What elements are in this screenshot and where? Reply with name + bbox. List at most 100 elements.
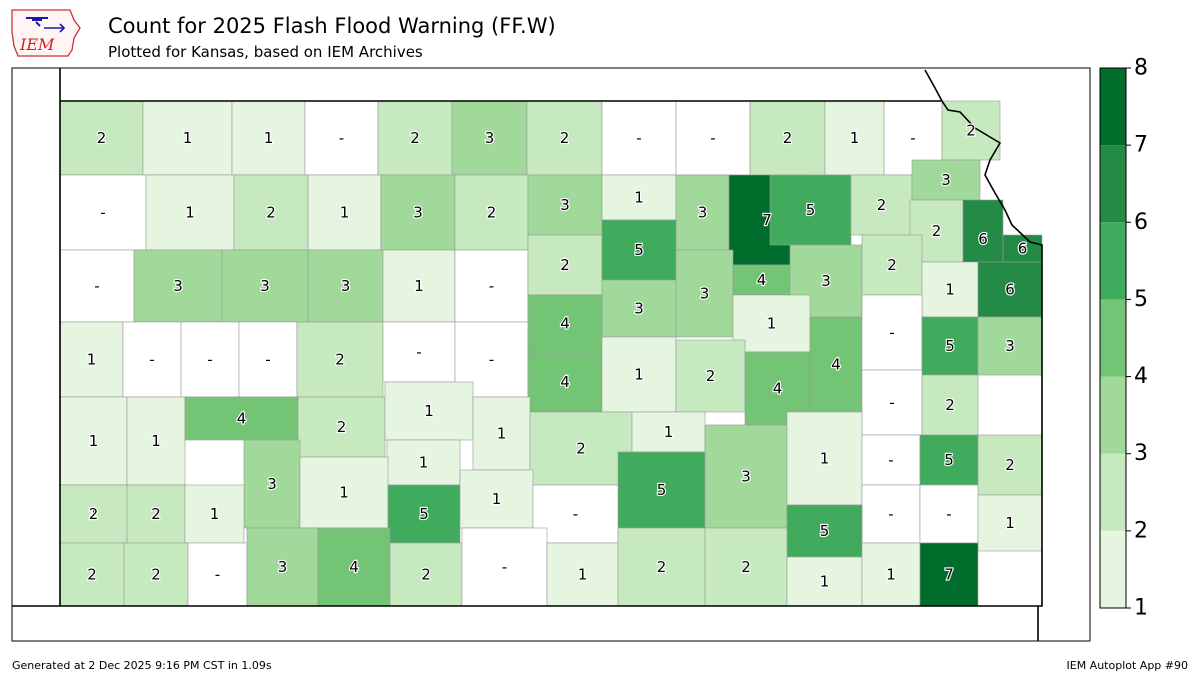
county-cell [977,434,1043,496]
county-cell [382,321,456,383]
county-count-label: 1 [424,402,434,420]
county-cell [911,159,981,201]
county-count-label: 5 [820,522,830,540]
county-count-label: - [710,129,715,147]
county-cell [387,484,461,544]
county-cell [527,351,603,413]
county-cell [601,219,677,281]
generated-timestamp: Generated at 2 Dec 2025 9:16 PM CST in 1… [12,659,272,672]
county-cell [675,249,734,338]
county-count-label: 4 [773,380,783,398]
county-cell [786,504,863,558]
county-count-label: 3 [1005,337,1015,355]
county-cell [233,174,309,251]
county-count-label: - [265,351,270,369]
county-count-label: 2 [1005,456,1015,474]
county-cell [527,174,603,236]
county-cell [675,100,751,176]
county-cell [187,542,248,607]
county-count-label: 1 [886,566,896,584]
county-count-label: 2 [97,129,107,147]
county-count-label: 2 [877,196,887,214]
county-cell [977,316,1043,376]
map-title: Count for 2025 Flash Flood Warning (FF.W… [108,14,556,38]
county-count-label: 2 [657,558,667,576]
county-count-label: 5 [945,337,955,355]
county-count-label: 5 [944,451,954,469]
county-count-label: 2 [932,222,942,240]
county-count-label: 1 [340,204,350,222]
county-cell [246,527,319,607]
app-credit: IEM Autoplot App #90 [1066,659,1189,672]
county-count-label: 6 [978,230,988,248]
county-cell [786,411,863,506]
county-count-label: 2 [151,505,161,523]
county-count-label: 4 [560,373,570,391]
county-cell [122,321,182,398]
county-count-label: 2 [945,396,955,414]
county-count-label: 2 [966,122,976,140]
iem-logo: IEM [11,9,81,57]
county-cell [184,396,299,441]
county-cell [529,411,633,486]
county-cell [919,434,979,486]
logo-text: IEM [19,35,55,54]
county-count-label: 4 [237,410,247,428]
county-cell [675,174,730,251]
county-count-label: 2 [741,558,751,576]
county-cell [59,396,128,486]
county-count-label: 1 [820,450,830,468]
county-count-label: 3 [741,468,751,486]
county-count-label: 1 [339,484,349,502]
county-count-label: - [888,451,893,469]
county-count-label: 1 [1005,514,1015,532]
county-cell [809,316,863,413]
county-cell [617,451,706,529]
county-cell [59,249,135,323]
county-count-label: - [207,351,212,369]
county-cell [126,396,186,486]
kansas-state-border [12,68,1043,641]
county-count-label: 1 [767,315,777,333]
county-count-label: 3 [267,475,277,493]
county-count-label: 2 [783,129,793,147]
county-count-label: 3 [260,277,270,295]
county-count-label: 1 [850,129,860,147]
county-count-label: 1 [89,505,99,523]
county-cell [299,456,389,529]
county-cell [786,556,863,607]
county-count-label: 2 [410,129,420,147]
county-count-label: 5 [806,201,816,219]
county-count-label: - [94,277,99,295]
county-cell [921,261,979,318]
county-cell [384,381,474,441]
county-cells [59,100,1043,607]
county-cell [304,100,379,176]
county-count-label: 1 [87,351,97,369]
county-count-label: - [888,505,893,523]
county-count-label: - [416,343,421,361]
county-count-label: 2 [560,129,570,147]
county-count-label: 3 [278,558,288,576]
county-cell [380,174,456,251]
county-count-label: 3 [634,300,644,318]
tornado-icon [26,17,48,27]
county-count-label: 4 [560,315,570,333]
county-cell [296,321,384,398]
county-count-label: - [91,505,96,523]
county-count-label: 2 [421,566,431,584]
county-cell [704,527,788,607]
county-cell [126,484,186,544]
county-count-label: 5 [419,505,429,523]
county-count-label: 1 [419,454,429,472]
county-cell [921,374,979,436]
county-cell [184,484,245,544]
county-cell [123,542,189,607]
county-cell [59,100,144,176]
county-cell [389,542,463,607]
county-count-label: 1 [634,366,644,384]
county-cell [617,527,706,607]
county-cell [386,439,461,486]
county-count-label: - [502,558,507,576]
county-cell [317,527,391,607]
